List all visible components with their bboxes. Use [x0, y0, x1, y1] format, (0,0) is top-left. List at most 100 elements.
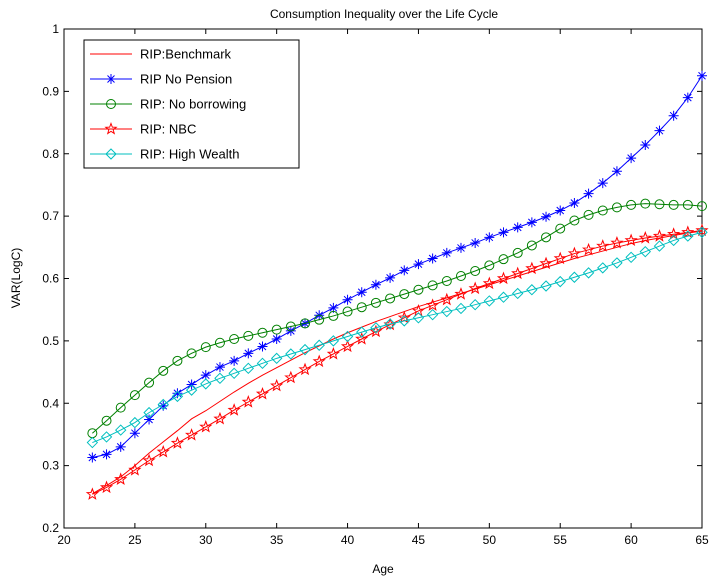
data-point [158, 365, 169, 376]
data-point [241, 395, 255, 408]
data-point [171, 390, 184, 403]
chart-title: Consumption Inequality over the Life Cyc… [270, 7, 498, 21]
data-point [328, 302, 339, 313]
legend: RIP:Benchmark RIP No Pension RIP: No borro… [83, 39, 300, 169]
data-point [298, 362, 312, 376]
data-point [681, 225, 695, 238]
data-point [300, 318, 311, 329]
data-point [200, 378, 212, 390]
y-tick-label: 0.6 [42, 272, 59, 286]
data-point [227, 403, 241, 416]
data-point [114, 472, 128, 485]
data-point [144, 377, 155, 388]
data-point [356, 302, 367, 313]
axis-ticks: 20 25 30 35 40 45 50 55 60 65 0.2 0.3 0.4 0.5 0.6 0.7 0.… [42, 22, 709, 547]
data-point [172, 388, 183, 399]
data-point [413, 259, 424, 270]
data-point [626, 199, 637, 210]
data-point [697, 201, 707, 212]
data-point [87, 452, 98, 463]
x-tick-label: 25 [128, 533, 142, 547]
data-point [356, 287, 367, 298]
data-point [385, 272, 396, 283]
y-tick-label: 0.9 [42, 84, 59, 98]
data-point [299, 343, 311, 356]
data-point [624, 233, 638, 247]
data-point [214, 362, 225, 373]
series-5 [86, 226, 708, 449]
data-point [484, 260, 495, 271]
data-point [285, 321, 296, 332]
data-point [214, 337, 225, 348]
data-point [482, 276, 496, 290]
data-point [426, 298, 440, 311]
data-point [568, 271, 581, 283]
data-point [170, 436, 185, 449]
data-point [157, 398, 169, 411]
data-point [326, 347, 340, 360]
data-point [610, 236, 624, 249]
legend-marker [106, 74, 116, 84]
legend-label: RIP No Pension [140, 72, 232, 87]
data-point [526, 284, 538, 296]
data-point [611, 202, 622, 213]
x-tick-label: 20 [57, 533, 71, 547]
data-point [129, 390, 140, 401]
x-axis-label: Age [372, 562, 394, 576]
legend-marker [104, 122, 118, 135]
data-point [553, 251, 567, 265]
legend-entry: RIP No Pension [90, 72, 232, 87]
data-point [583, 209, 594, 220]
data-point [569, 215, 580, 226]
data-point [243, 330, 254, 341]
data-point [597, 205, 608, 216]
data-point [427, 280, 438, 291]
data-point [129, 428, 140, 439]
data-point [426, 308, 439, 321]
data-point [440, 292, 454, 306]
data-point [172, 355, 183, 366]
series-2 [87, 70, 707, 463]
x-tick-label: 45 [412, 533, 426, 547]
data-point [270, 352, 283, 365]
data-point [257, 327, 268, 338]
data-point [470, 237, 481, 248]
data-point [567, 246, 581, 260]
data-point [667, 234, 680, 247]
data-point [496, 271, 511, 285]
data-point [143, 406, 155, 419]
legend-label: RIP: High Wealth [140, 147, 239, 162]
data-point [668, 199, 679, 210]
data-point [213, 411, 227, 425]
data-point [242, 362, 255, 375]
data-point [470, 266, 481, 277]
data-point [696, 226, 708, 239]
legend-label: RIP: No borrowing [140, 97, 246, 112]
data-point [385, 293, 396, 304]
data-point [611, 257, 623, 269]
data-point [101, 449, 112, 460]
data-point [682, 199, 693, 210]
x-tick-label: 65 [695, 533, 709, 547]
series-line [92, 231, 703, 444]
data-point [455, 271, 466, 282]
data-point [525, 261, 539, 275]
data-point [313, 339, 325, 351]
data-point [115, 441, 126, 452]
y-tick-label: 0.7 [42, 209, 59, 223]
data-point [667, 227, 681, 240]
legend-entry: RIP: High Wealth [90, 147, 239, 162]
data-point [555, 223, 566, 234]
data-point [454, 287, 468, 300]
data-point [370, 322, 382, 334]
y-tick-label: 0.3 [42, 459, 59, 473]
data-point [144, 414, 155, 425]
legend-label: RIP: NBC [140, 122, 196, 137]
data-point [682, 230, 694, 242]
data-point [142, 453, 156, 467]
data-point [342, 306, 353, 317]
data-point [455, 302, 467, 315]
data-point [327, 335, 340, 347]
y-axis-label: VAR(LogC) [9, 248, 23, 308]
data-point [370, 279, 381, 290]
